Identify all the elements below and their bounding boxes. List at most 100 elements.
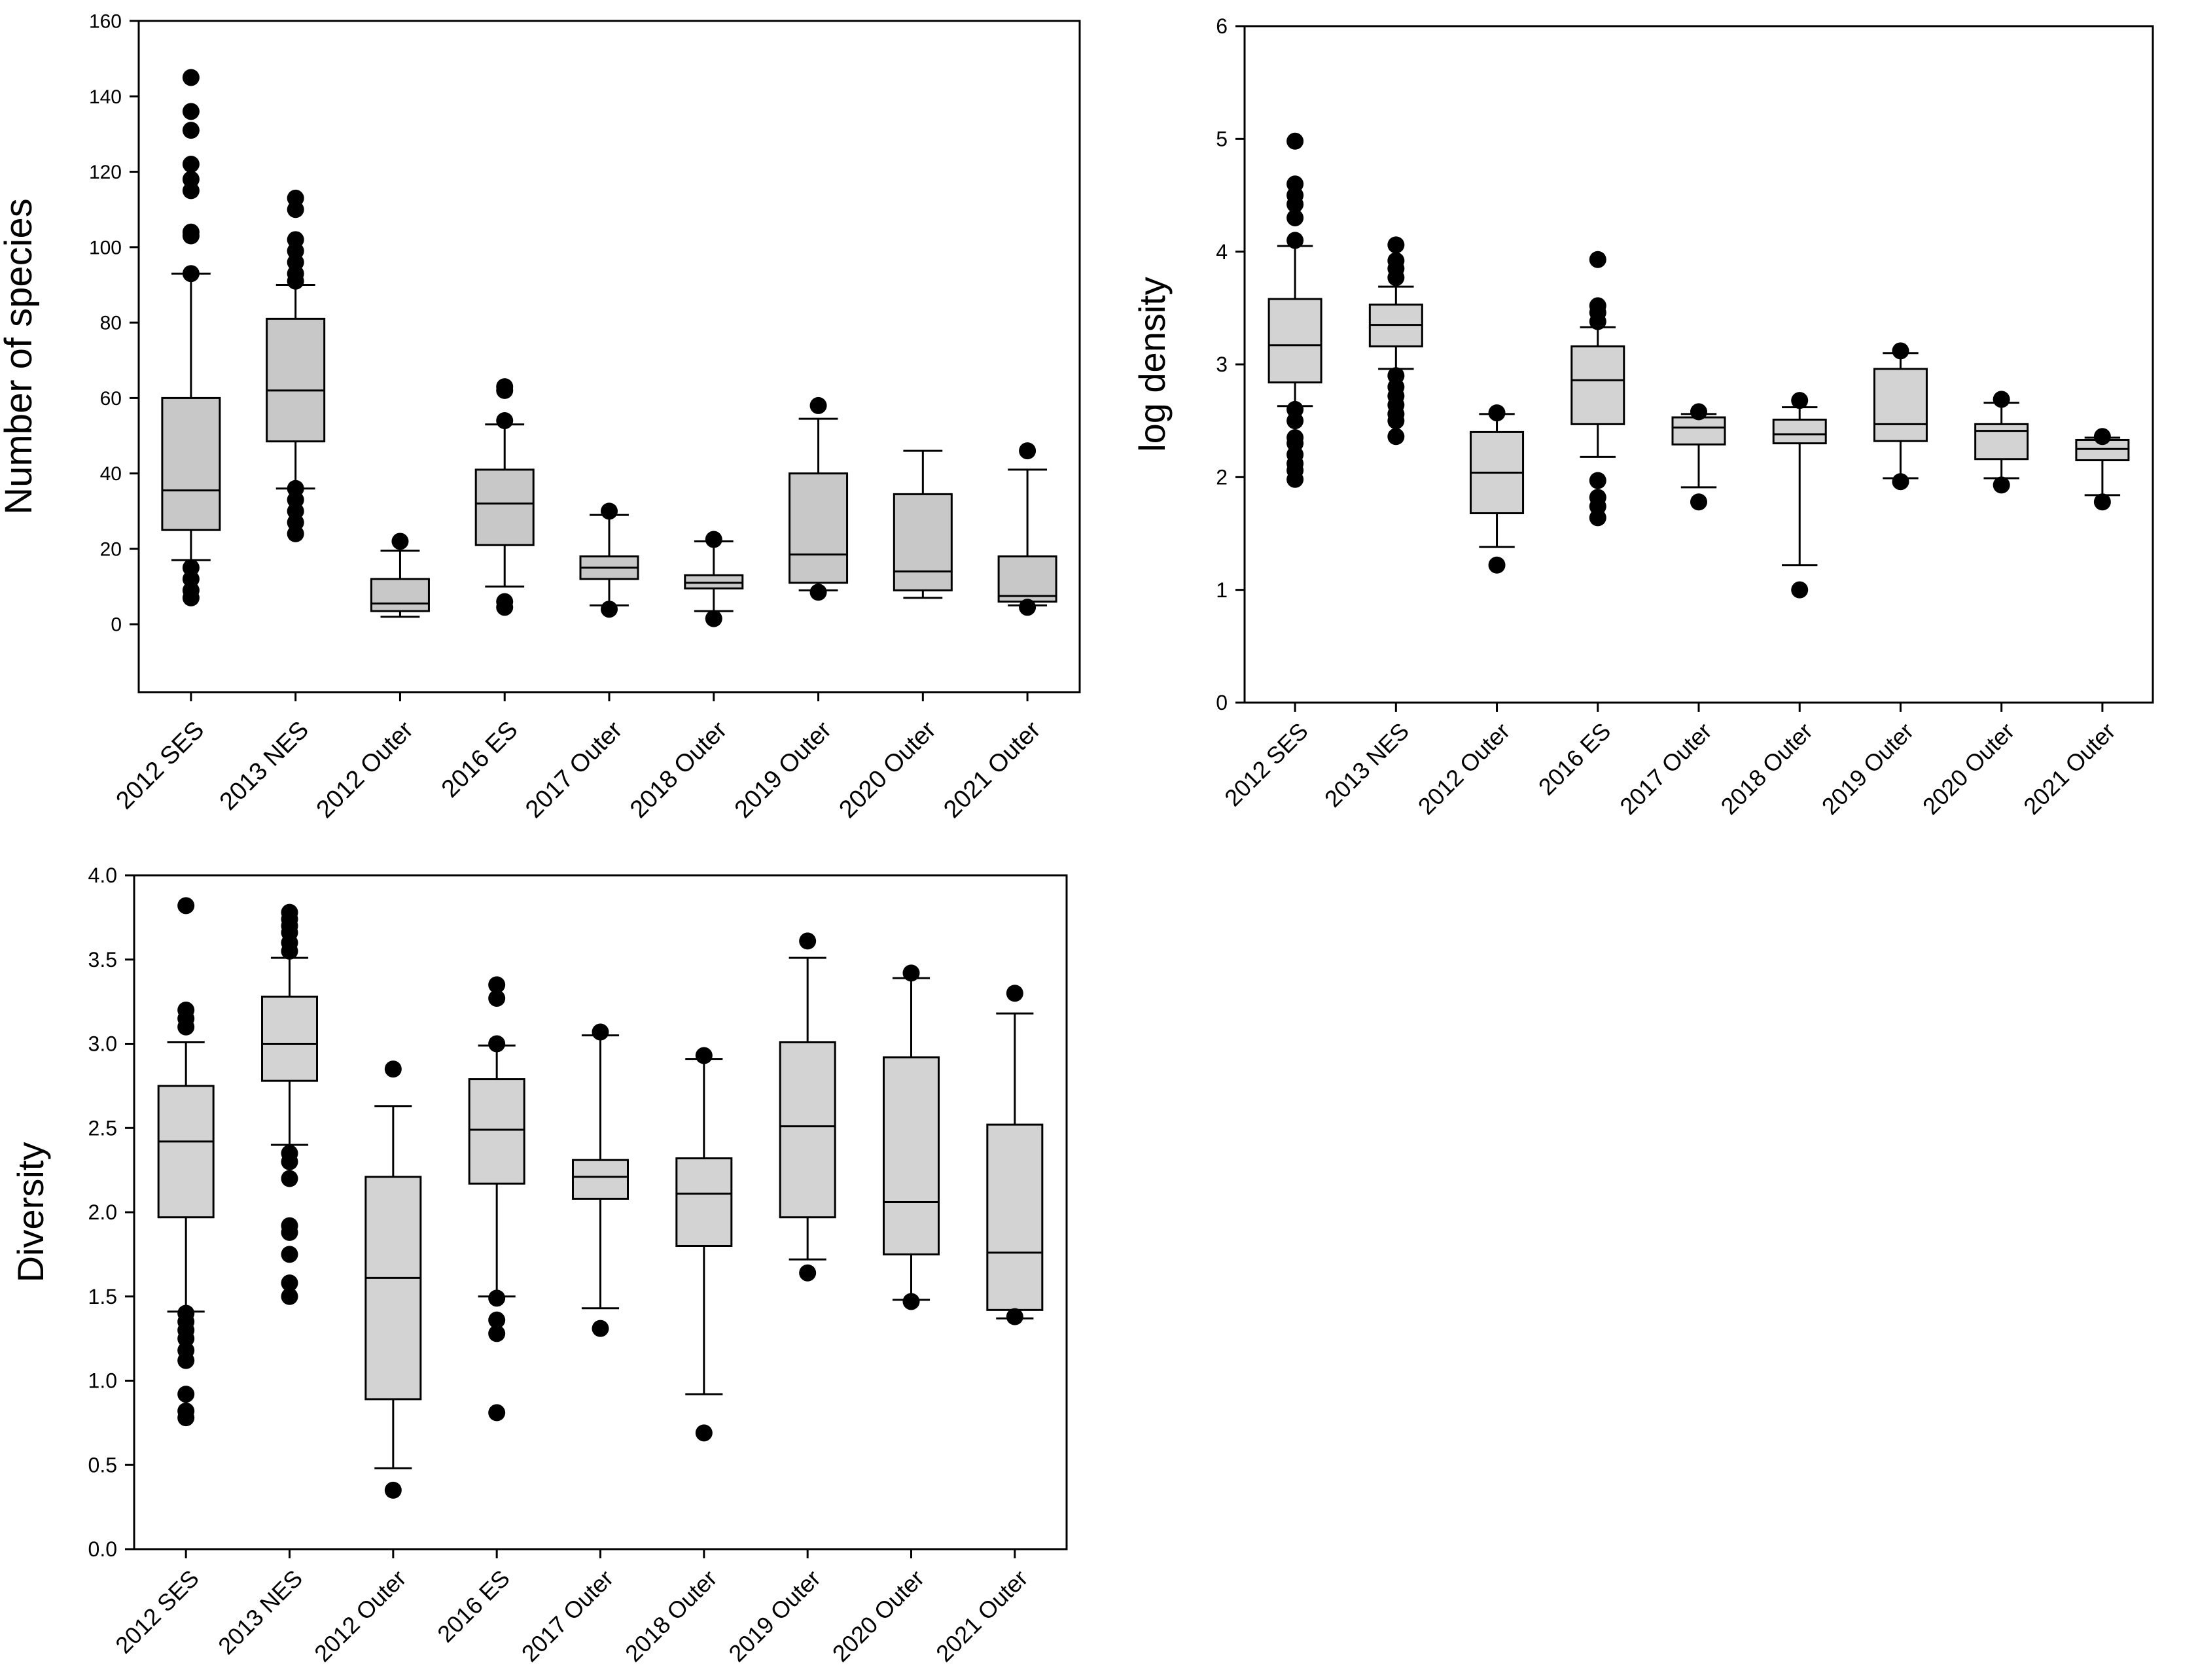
y-tick-label: 3.0	[88, 1032, 117, 1056]
y-tick-label: 0	[111, 614, 122, 636]
box-plot-2012-ses	[1267, 132, 1322, 488]
x-category-label: 2017 Outer	[520, 716, 628, 823]
outlier-point	[488, 1404, 506, 1422]
x-category-label: 2018 Outer	[1716, 718, 1818, 820]
box-plot-2019-outer	[789, 396, 849, 601]
outlier-point	[1286, 196, 1304, 213]
y-tick-label: 0	[1216, 691, 1228, 714]
outlier-point	[182, 122, 200, 139]
box-plot-2020-outer	[1974, 391, 2029, 494]
iqr-box	[266, 317, 326, 443]
outlier-point	[177, 1330, 195, 1348]
box-plot-2021-outer	[986, 985, 1044, 1325]
box-plot-2012-outer	[370, 533, 430, 618]
outlier-point	[182, 589, 200, 606]
y-tick-label: 6	[1216, 14, 1228, 38]
outlier-point	[1993, 391, 2010, 408]
outlier-point	[1286, 132, 1304, 150]
box-plot-2017-outer	[579, 502, 639, 618]
outlier-point	[1387, 269, 1405, 287]
outlier-point	[1286, 470, 1304, 488]
outlier-point	[177, 1409, 195, 1427]
y-tick-label: 4	[1216, 240, 1228, 264]
outlier-point	[705, 531, 722, 548]
outlier-point	[1488, 404, 1506, 422]
box-plot-2012-ses	[157, 897, 215, 1427]
outlier-point	[1286, 412, 1304, 430]
box-plot-2021-outer	[997, 442, 1057, 616]
outlier-point	[1387, 412, 1405, 430]
panel-diversity: 0.0 0.5 1.0 1.5 2.0 2.5 3.0 3.5 4.0 Diversity 2012…	[10, 864, 1068, 1667]
iqr-box	[468, 1078, 525, 1185]
y-tick-label: 140	[89, 86, 122, 108]
x-category-label: 2012 SES	[110, 1565, 204, 1659]
iqr-box	[364, 1176, 422, 1401]
outlier-point	[601, 502, 618, 520]
iqr-box	[1873, 368, 1928, 442]
outlier-point	[496, 599, 514, 616]
outlier-point	[384, 1481, 402, 1499]
outlier-point	[488, 989, 506, 1007]
outlier-point	[281, 1223, 298, 1241]
outlier-point	[1892, 342, 1909, 360]
outlier-point	[1286, 232, 1304, 249]
outlier-point	[705, 610, 722, 627]
outlier-point	[488, 1311, 506, 1329]
x-category-label: 2019 Outer	[730, 716, 837, 823]
box-plot-2013-nes	[261, 903, 318, 1305]
box-plot-2019-outer	[1873, 342, 1928, 491]
outlier-point	[1387, 236, 1405, 254]
outlier-point	[1286, 209, 1304, 226]
x-category-label: 2021 Outer	[931, 1565, 1033, 1667]
y-tick-label: 20	[100, 538, 122, 560]
outlier-point	[1387, 428, 1405, 446]
outlier-point	[496, 381, 514, 399]
iqr-box	[261, 995, 318, 1082]
iqr-box	[1671, 416, 1726, 446]
x-category-label: 2012 SES	[111, 716, 210, 815]
outlier-point	[1993, 476, 2010, 494]
box-plot-2012-ses	[161, 69, 221, 606]
x-category-label: 2013 NES	[213, 1565, 308, 1660]
box-plot-2017-outer	[1671, 403, 1726, 511]
box-plot-2021-outer	[2075, 428, 2130, 511]
outlier-point	[1589, 509, 1606, 527]
iqr-box	[161, 396, 221, 531]
outlier-point	[592, 1320, 609, 1337]
x-category-label: 2017 Outer	[1614, 718, 1716, 820]
outlier-point	[902, 964, 920, 982]
outlier-point	[799, 1264, 817, 1282]
outlier-point	[182, 182, 200, 200]
iqr-box	[675, 1157, 733, 1247]
y-tick-label: 0.0	[88, 1537, 117, 1561]
box-plot-2020-outer	[893, 449, 953, 599]
outlier-point	[809, 584, 827, 601]
outlier-point	[182, 69, 200, 86]
outlier-point	[1019, 442, 1037, 460]
box-plot-2020-outer	[883, 964, 940, 1310]
iqr-box	[1772, 418, 1827, 445]
y-tick-label: 1	[1216, 578, 1228, 602]
x-category-label: 2019 Outer	[723, 1565, 825, 1667]
y-tick-label: 2.0	[88, 1200, 117, 1224]
iqr-box	[1570, 345, 1625, 425]
y-tick-label: 5	[1216, 128, 1228, 151]
outlier-point	[695, 1424, 713, 1442]
outlier-point	[1019, 599, 1037, 616]
x-category-label: 2016 ES	[436, 716, 523, 803]
outlier-point	[287, 272, 304, 290]
outlier-point	[281, 942, 298, 960]
y-axis-label: Number of species	[0, 198, 40, 515]
panel-number-of-species: 0 20 40 60 80 100 120 140 160 Number of species 20…	[0, 11, 1081, 824]
outlier-point	[182, 103, 200, 120]
box-plot-2016-es	[474, 378, 535, 616]
iqr-box	[157, 1085, 215, 1219]
x-category-label: 2012 Outer	[311, 716, 419, 823]
outlier-point	[391, 533, 409, 550]
box-plot-2018-outer	[675, 1047, 733, 1442]
outlier-point	[1006, 985, 1023, 1002]
iqr-box	[789, 472, 849, 584]
outlier-point	[496, 411, 514, 429]
